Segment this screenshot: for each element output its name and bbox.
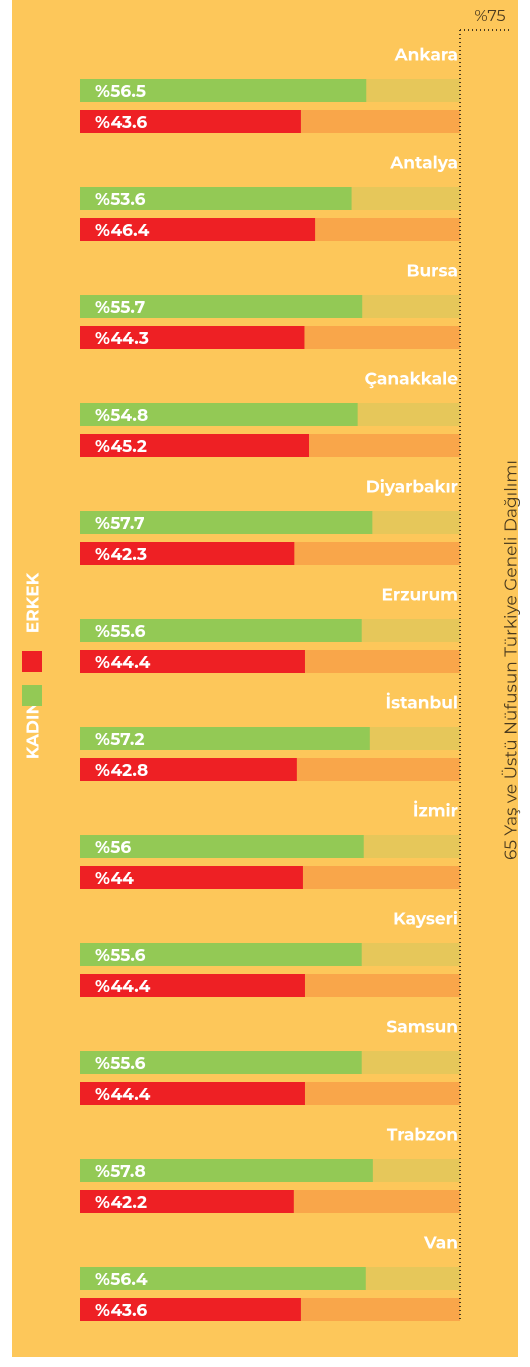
value-label: %42.2 <box>95 1193 147 1213</box>
bar <box>80 1082 305 1105</box>
value-label: %42.3 <box>95 545 147 565</box>
value-label: %44 <box>95 869 134 889</box>
bar <box>80 974 305 997</box>
bar <box>80 619 362 642</box>
value-label: %55.6 <box>95 946 146 966</box>
bar <box>80 727 370 750</box>
bar <box>80 434 310 457</box>
category-label: İzmir <box>413 802 458 822</box>
bar <box>80 835 364 858</box>
value-label: %56 <box>95 838 131 858</box>
value-label: %55.6 <box>95 1054 146 1074</box>
bar <box>80 1159 373 1182</box>
bar <box>80 866 303 889</box>
bar <box>80 187 352 210</box>
category-label: Antalya <box>389 154 458 174</box>
value-label: %44.4 <box>95 1085 151 1105</box>
bar <box>80 1298 301 1321</box>
bar <box>80 326 305 349</box>
bar <box>80 1267 366 1290</box>
value-label: %46.4 <box>95 221 150 241</box>
value-label: %44.4 <box>95 977 151 997</box>
tick-label: %75 <box>474 7 505 26</box>
bar <box>80 110 301 133</box>
value-label: %45.2 <box>95 437 147 457</box>
bar <box>80 1051 362 1074</box>
value-label: %54.8 <box>95 406 148 426</box>
category-label: Erzurum <box>382 586 458 606</box>
bar <box>80 758 297 781</box>
bar <box>80 403 358 426</box>
category-label: Çanakkale <box>365 370 459 390</box>
value-label: %56.4 <box>95 1270 148 1290</box>
legend-label: KADIN <box>24 701 44 759</box>
bar <box>80 650 305 673</box>
category-label: Van <box>423 1234 458 1254</box>
value-label: %44.4 <box>95 653 151 673</box>
value-label: %43.6 <box>95 1301 147 1321</box>
bar <box>80 79 367 102</box>
category-label: Ankara <box>394 46 458 66</box>
chart-title: 65 Yaş ve Üstü Nüfusun Türkiye Geneli Da… <box>500 460 521 860</box>
value-label: %42.8 <box>95 761 148 781</box>
bar <box>80 295 363 318</box>
category-label: Kayseri <box>393 910 458 930</box>
category-label: Bursa <box>406 262 458 282</box>
bar <box>80 1190 294 1213</box>
bar <box>80 943 362 966</box>
category-label: Diyarbakır <box>366 478 458 498</box>
value-label: %57.2 <box>95 730 145 750</box>
value-label: %44.3 <box>95 329 149 349</box>
value-label: %55.7 <box>95 298 145 318</box>
value-label: %57.8 <box>95 1162 146 1182</box>
value-label: %55.6 <box>95 622 146 642</box>
bar <box>80 542 295 565</box>
category-label: Samsun <box>386 1018 458 1038</box>
legend-swatch <box>22 651 42 672</box>
bar <box>80 511 373 534</box>
bar <box>80 218 316 241</box>
category-label: İstanbul <box>386 694 458 714</box>
value-label: %56.5 <box>95 82 146 102</box>
value-label: %57.7 <box>95 514 145 534</box>
category-label: Trabzon <box>387 1126 458 1146</box>
value-label: %43.6 <box>95 113 147 133</box>
value-label: %53.6 <box>95 190 146 210</box>
legend-label: ERKEK <box>24 572 44 633</box>
legend-swatch <box>22 685 42 706</box>
